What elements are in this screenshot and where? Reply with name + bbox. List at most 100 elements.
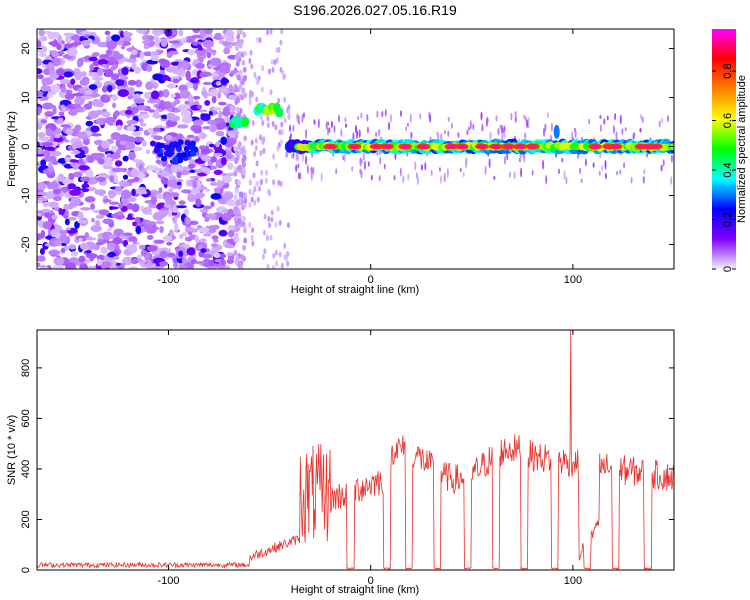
noise-blob [49,90,57,96]
colorbar-tick-label: 0.8 [722,63,734,78]
noise-blob [133,97,145,104]
noise-blob [153,147,160,154]
noise-blob [54,134,61,139]
noise-blob [37,74,44,80]
noise-blob [148,229,156,234]
noise-blob [135,29,147,34]
noise-blob [196,104,203,109]
dribble-blob [598,170,601,176]
noise-blob [227,208,234,217]
noise-blob [71,142,84,149]
dribble-blob [488,158,491,169]
noise-blob [74,71,81,76]
noise-blob [224,36,235,43]
noise-blob [278,251,282,258]
dribble-blob [481,123,484,132]
noise-blob [180,109,192,118]
noise-blob [74,220,80,229]
noise-blob [107,251,117,258]
noise-blob [181,189,192,194]
noise-blob [95,242,105,246]
dribble-blob [367,161,370,167]
noise-blob [158,187,163,194]
noise-blob [253,199,257,206]
noise-blob [41,77,54,86]
dribble-blob [489,131,492,141]
dribble-blob [612,124,615,134]
line-hot-blob [419,145,428,149]
noise-blob [51,52,59,58]
noise-blob [213,169,223,176]
noise-blob [220,136,228,145]
noise-blob [40,208,51,213]
noise-blob [188,94,194,103]
line-hot-blob [528,145,537,149]
noise-blob [236,33,241,40]
noise-blob [218,101,227,106]
noise-blob [195,198,202,208]
noise-blob [153,239,165,245]
noise-blob [131,61,137,71]
dribble-blob [302,112,305,118]
noise-blob [37,191,47,197]
noise-blob [72,103,81,108]
dribble-blob [370,175,373,181]
noise-blob [176,171,182,179]
noise-blob [172,141,179,148]
noise-blob [49,151,62,157]
noise-blob [149,98,154,103]
noise-blob [154,108,160,116]
noise-blob [190,150,197,157]
noise-blob [57,117,64,123]
dribble-blob [465,157,468,166]
noise-blob [186,247,196,256]
noise-blob [202,81,212,86]
noise-blob [276,145,280,152]
noise-blob [71,166,79,170]
noise-blob [166,148,173,155]
noise-blob [152,73,164,81]
noise-blob [126,119,138,125]
dribble-blob [499,124,502,129]
noise-blob [150,196,158,205]
dribble-blob [399,167,402,177]
noise-blob [70,78,76,85]
line-hot-blob [611,145,620,149]
noise-blob [50,180,58,190]
noise-blob [37,255,46,262]
noise-blob [138,244,146,250]
noise-blob [222,192,234,201]
noise-blob [125,58,138,63]
noise-blob [248,179,252,186]
dribble-blob [312,166,315,175]
noise-blob [189,169,196,173]
snr-x-label: Height of straight line (km) [291,584,419,596]
spectrogram-frame [36,28,675,270]
noise-blob [250,196,254,203]
noise-blob [165,200,172,205]
noise-blob [202,39,214,49]
noise-blob [107,84,113,93]
noise-blob [287,104,291,111]
noise-blob [108,193,115,199]
noise-blob [45,128,54,137]
noise-blob [209,156,218,163]
noise-blob [82,86,88,91]
noise-blob [256,36,260,43]
line-hot-blob [492,145,501,149]
noise-blob [233,194,238,201]
noise-blob [264,177,268,184]
noise-blob [88,110,100,119]
noise-blob [153,104,160,108]
dribble-blob [599,124,602,132]
noise-blob [212,107,223,111]
noise-blob [152,127,161,132]
noise-blob [286,260,290,267]
noise-blob [257,185,261,192]
noise-blob [283,254,287,261]
noise-blob [115,79,125,87]
dribble-blob [406,122,409,127]
line-hot-blob [504,145,513,149]
noise-blob [92,76,104,82]
noise-blob [271,264,275,269]
